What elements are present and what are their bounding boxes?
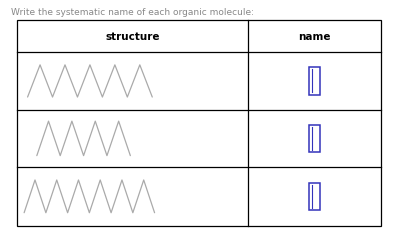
- Text: name: name: [298, 32, 331, 42]
- Bar: [308, 183, 320, 210]
- Bar: [308, 68, 320, 95]
- Bar: [308, 125, 320, 152]
- Bar: [17, 21, 381, 226]
- Text: structure: structure: [105, 32, 160, 42]
- Text: Write the systematic name of each organic molecule:: Write the systematic name of each organi…: [11, 8, 254, 17]
